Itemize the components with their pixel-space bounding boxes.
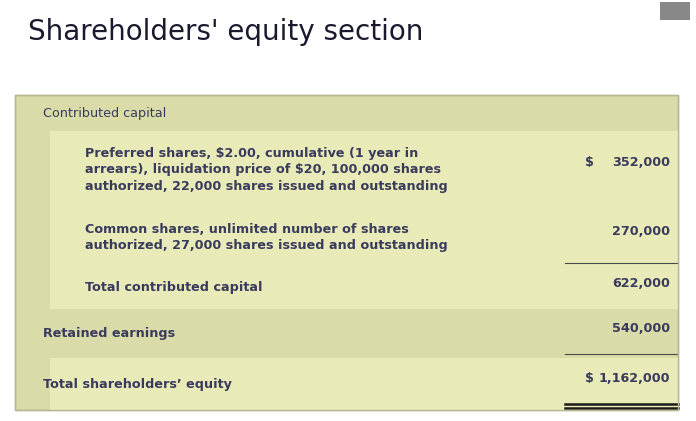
Text: $: $ <box>585 372 594 385</box>
Text: 1,162,000: 1,162,000 <box>599 372 670 385</box>
Text: Shareholders' equity section: Shareholders' equity section <box>28 18 423 46</box>
Text: Common shares, unlimited number of shares
authorized, 27,000 shares issued and o: Common shares, unlimited number of share… <box>85 223 448 252</box>
Bar <box>660 2 690 20</box>
Bar <box>50 358 678 410</box>
Text: Retained earnings: Retained earnings <box>43 327 175 340</box>
Text: $: $ <box>585 156 594 168</box>
Text: 622,000: 622,000 <box>612 277 670 290</box>
Bar <box>50 208 678 266</box>
Text: Contributed capital: Contributed capital <box>43 107 166 120</box>
Text: Total contributed capital: Total contributed capital <box>85 281 262 294</box>
Text: Preferred shares, $2.00, cumulative (1 year in
arrears), liquidation price of $2: Preferred shares, $2.00, cumulative (1 y… <box>85 147 448 193</box>
Text: Total shareholders’ equity: Total shareholders’ equity <box>43 378 232 391</box>
Bar <box>15 95 678 410</box>
Text: 540,000: 540,000 <box>612 322 670 335</box>
Bar <box>50 266 678 309</box>
Bar <box>50 131 678 208</box>
Bar <box>15 95 678 410</box>
Text: 270,000: 270,000 <box>612 225 670 238</box>
Text: 352,000: 352,000 <box>612 156 670 168</box>
